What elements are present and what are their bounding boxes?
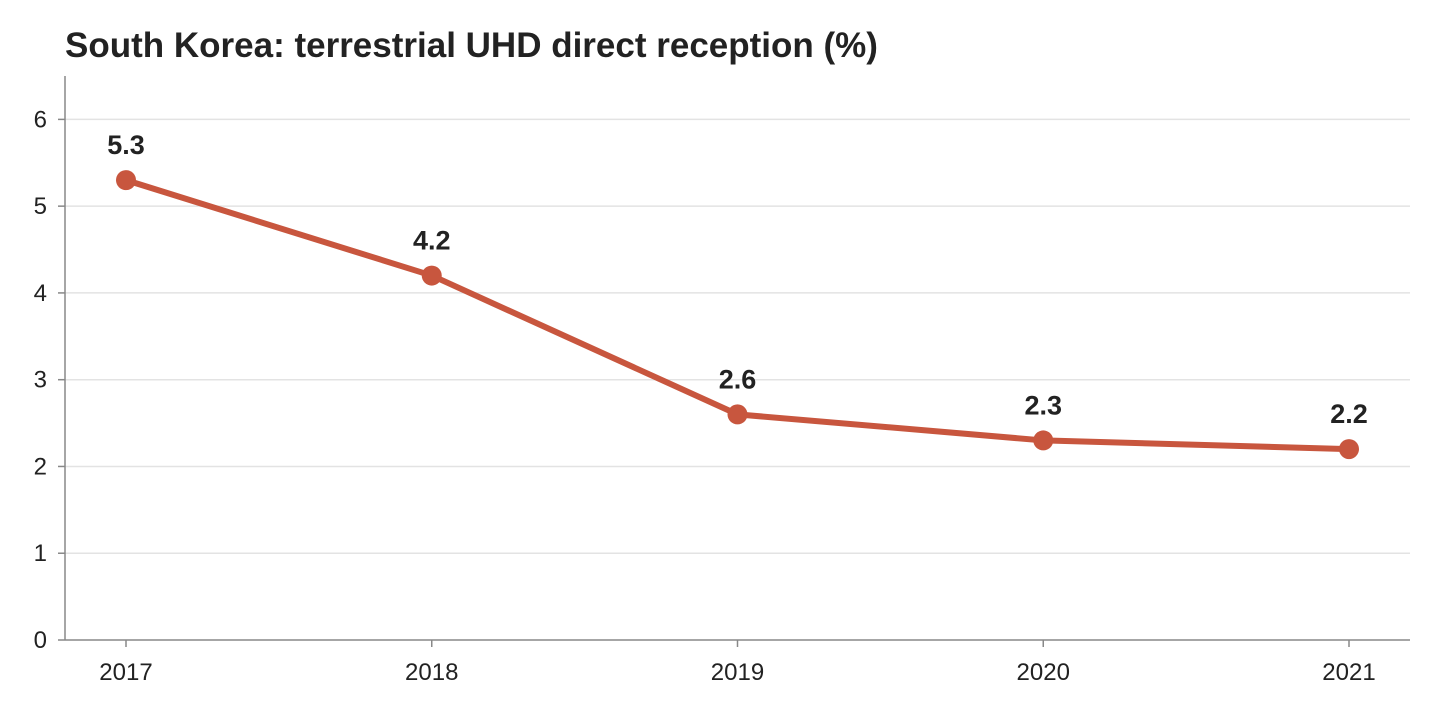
- x-tick-label: 2018: [405, 659, 458, 686]
- y-tick-label: 4: [34, 280, 47, 307]
- data-point: [727, 404, 748, 425]
- y-tick-label: 5: [34, 193, 47, 220]
- data-point: [421, 265, 442, 286]
- y-tick-label: 3: [34, 367, 47, 394]
- data-label: 2.2: [1330, 399, 1368, 429]
- data-label: 2.3: [1024, 390, 1062, 420]
- x-tick-label: 2017: [99, 659, 152, 686]
- y-tick-label: 0: [34, 627, 47, 654]
- data-point: [1033, 430, 1054, 451]
- series-layer: [116, 170, 1359, 460]
- x-tick-label: 2020: [1017, 659, 1070, 686]
- data-label: 2.6: [719, 364, 757, 394]
- y-tick-label: 6: [34, 106, 47, 133]
- x-tick-label: 2019: [711, 659, 764, 686]
- data-point: [116, 170, 136, 191]
- x-tick-label: 2021: [1322, 659, 1375, 686]
- data-label: 4.2: [413, 226, 451, 256]
- chart-title: South Korea: terrestrial UHD direct rece…: [65, 26, 878, 65]
- y-tick-label: 1: [34, 540, 47, 567]
- data-label: 5.3: [107, 130, 145, 160]
- data-labels: 5.3 4.2 2.6 2.3 2.2: [107, 130, 1368, 429]
- data-point: [1339, 439, 1359, 460]
- gridlines: [65, 118, 1410, 554]
- axes: 0 1 2 3 4 5 6 2017 2018 2019 2020 2021: [34, 76, 1410, 686]
- y-tick-label: 2: [34, 453, 47, 480]
